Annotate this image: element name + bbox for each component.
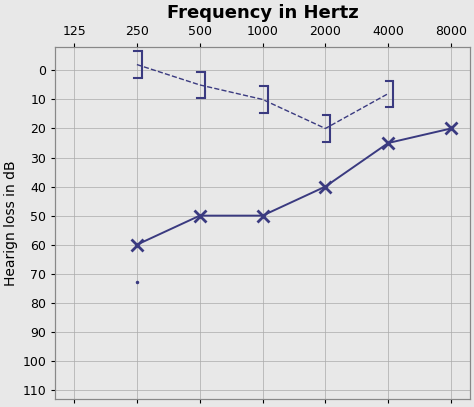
X-axis label: Frequency in Hertz: Frequency in Hertz bbox=[167, 4, 358, 22]
Y-axis label: Hearign loss in dB: Hearign loss in dB bbox=[4, 160, 18, 286]
